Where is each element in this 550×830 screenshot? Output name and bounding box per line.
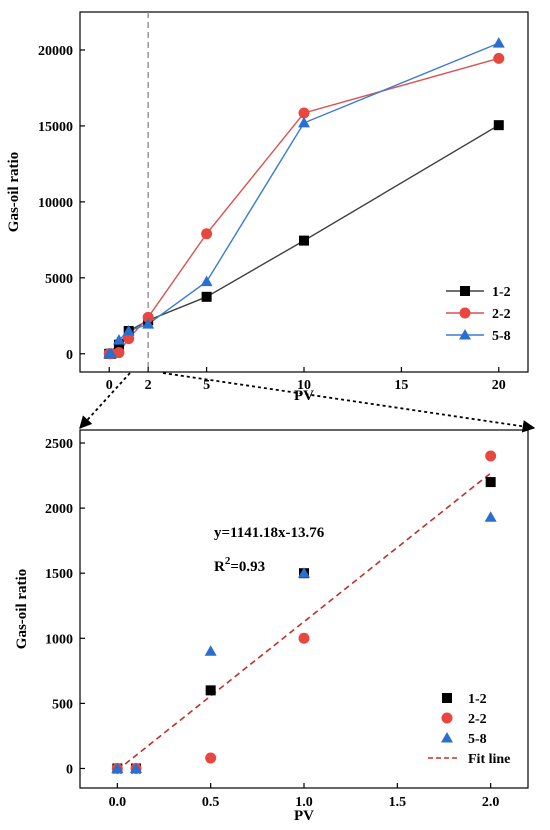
data-point-1-2 [201, 291, 212, 302]
legend-marker-5-8 [441, 732, 453, 743]
bottom-x-ticks: 0.0 0.5 1.0 1.5 2.0 [109, 783, 500, 810]
r2-suffix: =0.93 [230, 559, 265, 575]
data-point-5-8 [122, 324, 135, 336]
data-point-1-2 [485, 477, 496, 488]
bottom-x-tick-label: 2.0 [482, 795, 500, 810]
legend-marker-1-2 [460, 286, 470, 296]
data-point-5-8 [111, 762, 124, 773]
r2-superscript: 2 [225, 555, 231, 567]
bottom-x-axis-title: PV [294, 808, 314, 824]
bottom-y-tick-label: 2000 [45, 502, 73, 517]
legend-label-2-2: 2-2 [492, 307, 511, 322]
top-series-markers [103, 37, 505, 360]
bottom-x-tick-label: 0.0 [109, 795, 127, 810]
data-point-2-2 [113, 347, 125, 359]
data-point-2-2 [298, 107, 310, 119]
top-y-ticks: 0 5000 10000 15000 20000 [38, 44, 85, 363]
data-point-2-2 [205, 752, 217, 764]
data-point-5-8 [112, 334, 125, 345]
top-x-ticks: 0 2 5 10 15 20 [106, 367, 506, 393]
bottom-legend: 1-2 2-2 5-8 Fit line [428, 692, 510, 767]
data-point-5-8 [200, 275, 213, 287]
data-point-2-2 [485, 450, 497, 462]
data-point-1-2 [113, 339, 124, 350]
bottom-series-markers [111, 450, 497, 774]
top-y-tick-label: 15000 [38, 120, 73, 135]
legend-marker-1-2 [442, 693, 452, 703]
bottom-y-axis-title: Gas-oil ratio [14, 569, 30, 649]
data-point-5-8 [130, 762, 142, 773]
bottom-y-tick-label: 500 [52, 697, 73, 712]
bottom-y-ticks: 0 500 1000 1500 2000 2500 [45, 437, 85, 777]
zoom-arrow-left [79, 372, 131, 429]
legend-label-2-2: 2-2 [468, 712, 487, 727]
bottom-x-tick-label: 1.5 [389, 795, 407, 810]
top-y-tick-label: 20000 [38, 44, 73, 59]
legend-label-5-8: 5-8 [492, 329, 511, 344]
top-series-lines [109, 42, 500, 355]
legend-marker-2-2 [459, 307, 471, 319]
data-point-1-2 [299, 235, 309, 246]
legend-label-fit: Fit line [468, 752, 510, 767]
top-x-tick-label: 10 [297, 378, 311, 393]
data-point-1-2 [493, 120, 504, 131]
top-y-tick-label: 10000 [38, 196, 73, 211]
legend-label-1-2: 1-2 [468, 692, 487, 707]
data-point-2-2 [201, 228, 213, 240]
bottom-plot-frame [79, 429, 529, 789]
legend-marker-5-8 [459, 329, 471, 340]
top-x-tick-label: 15 [394, 378, 408, 393]
bottom-y-tick-label: 2500 [45, 437, 73, 452]
data-point-5-8 [204, 645, 217, 656]
data-point-2-2 [298, 632, 310, 644]
bottom-x-tick-label: 1.0 [295, 795, 313, 810]
top-y-tick-label: 5000 [45, 272, 73, 287]
data-point-5-8 [105, 347, 118, 359]
zoom-arrow-right [162, 372, 536, 433]
legend-label-1-2: 1-2 [492, 285, 511, 300]
series-line-5-8 [109, 42, 500, 355]
data-point-2-2 [493, 52, 505, 64]
zoom-connector [79, 372, 536, 433]
top-y-axis-title: Gas-oil ratio [6, 152, 22, 232]
bottom-y-tick-label: 1500 [45, 567, 73, 582]
top-y-tick-label: 0 [66, 348, 73, 363]
data-point-5-8 [484, 511, 497, 522]
fit-line [116, 472, 492, 771]
data-point-5-8 [492, 37, 505, 48]
top-x-axis-title: PV [294, 388, 314, 404]
fit-equation: y=1141.18x-13.76 [214, 525, 325, 541]
bottom-x-tick-label: 0.5 [202, 795, 220, 810]
data-point-2-2 [123, 333, 135, 345]
data-point-5-8 [298, 567, 310, 578]
data-point-5-8 [142, 318, 155, 329]
r2-prefix: R [214, 559, 225, 575]
bottom-y-tick-label: 1000 [45, 632, 73, 647]
top-x-tick-label: 0 [106, 378, 113, 393]
top-legend: 1-2 2-2 5-8 [446, 285, 511, 344]
data-point-5-8 [298, 116, 310, 128]
legend-marker-2-2 [441, 712, 453, 724]
top-chart: 0 2 5 10 15 20 0 5000 10000 15000 20000 PV Gas-oi… [6, 11, 529, 404]
legend-label-5-8: 5-8 [468, 732, 487, 747]
bottom-fit-line-group [116, 472, 492, 771]
data-point-1-2 [205, 685, 216, 696]
fit-r-squared: R2=0.93 [214, 555, 265, 575]
top-x-tick-label: 5 [203, 378, 210, 393]
bottom-y-tick-label: 0 [66, 762, 73, 777]
data-point-2-2 [142, 311, 154, 323]
top-x-tick-label: 2 [145, 378, 152, 393]
top-x-tick-label: 20 [492, 378, 506, 393]
